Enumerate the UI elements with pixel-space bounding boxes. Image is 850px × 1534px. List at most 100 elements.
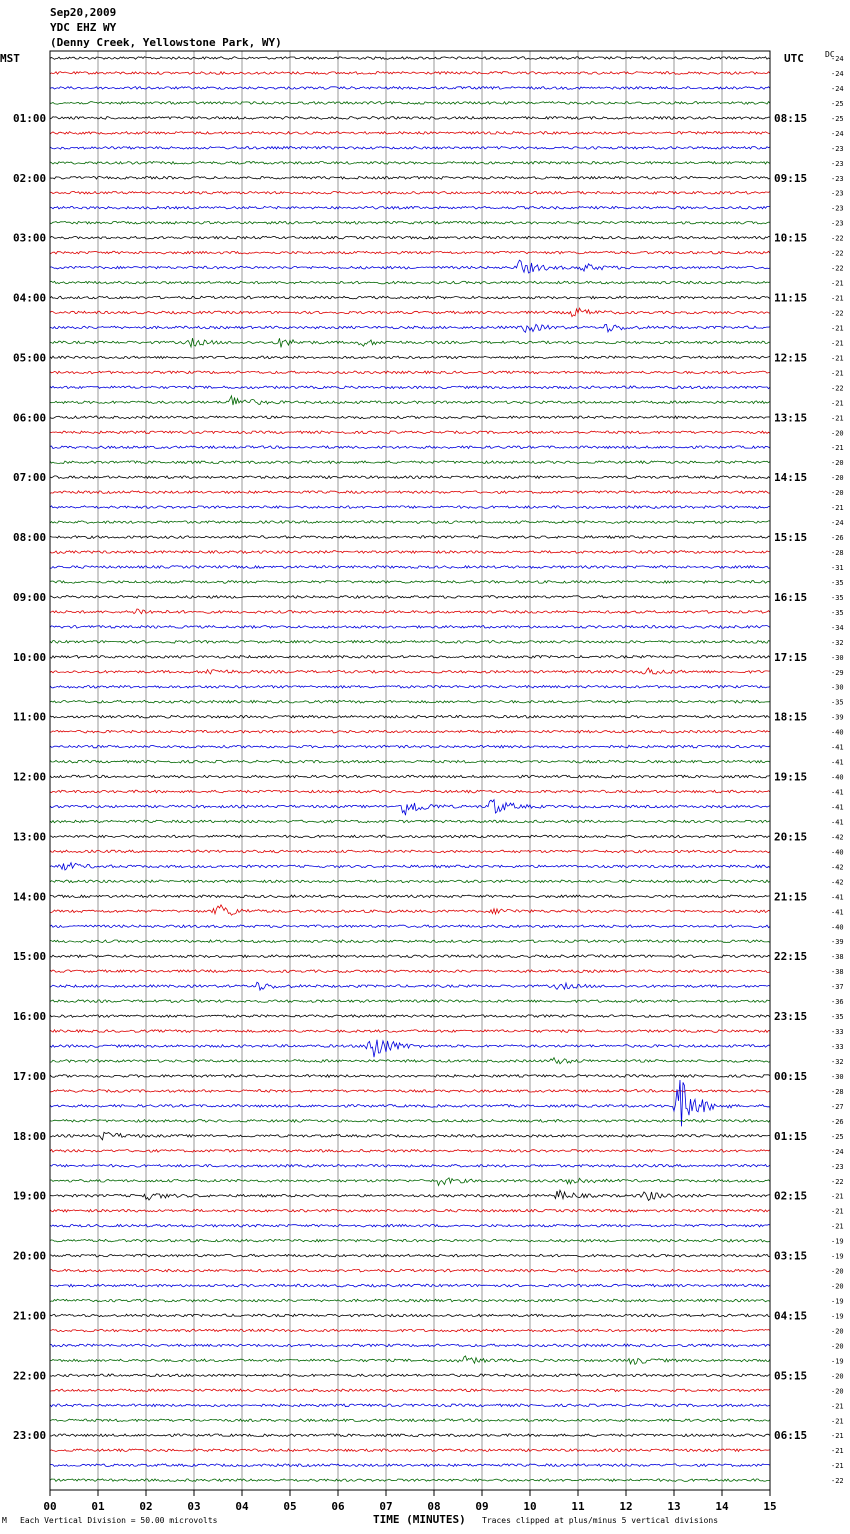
trace-76 [49, 1189, 771, 1202]
dc-offset-label: -41 [831, 804, 844, 812]
trace-12 [49, 235, 771, 240]
dc-offset-label: -35 [831, 579, 844, 587]
x-tick-label: 08 [427, 1500, 440, 1513]
right-hour-label: 04:15 [774, 1309, 807, 1322]
dc-offset-label: -42 [831, 833, 844, 841]
dc-offset-label: -40 [831, 774, 844, 782]
trace-59 [49, 939, 771, 944]
dc-offset-label: -37 [831, 983, 844, 991]
left-hour-label: 05:00 [13, 351, 46, 364]
right-hour-label: 23:15 [774, 1010, 807, 1023]
dc-offset-label: -20 [831, 1283, 844, 1291]
trace-15 [49, 280, 771, 285]
dc-offset-label: -19 [831, 1357, 844, 1365]
right-hour-label: 10:15 [774, 232, 807, 245]
dc-offset-label: -21 [831, 1462, 844, 1470]
trace-42 [49, 684, 771, 689]
dc-offset-label: -24 [831, 130, 844, 138]
left-hour-label: 14:00 [13, 890, 46, 903]
dc-offset-label: -22 [831, 265, 844, 273]
trace-48 [49, 774, 771, 779]
trace-29 [49, 490, 771, 495]
trace-39 [49, 639, 771, 644]
right-hour-label: 13:15 [774, 411, 807, 424]
trace-68 [49, 1073, 771, 1079]
trace-74 [49, 1163, 771, 1168]
x-tick-label: 01 [91, 1500, 105, 1513]
trace-51 [49, 819, 771, 824]
seismogram-traces [49, 56, 771, 1483]
x-tick-label: 03 [187, 1500, 200, 1513]
dc-offset-label: -21 [831, 354, 844, 362]
dc-offset-label: -30 [831, 684, 844, 692]
trace-46 [49, 744, 771, 749]
x-tick-label: 06 [331, 1500, 345, 1513]
dc-offset-label: -21 [831, 504, 844, 512]
dc-offset-label: -22 [831, 1178, 844, 1186]
dc-offset-label: -35 [831, 609, 844, 617]
header-date: Sep20,2009 [50, 6, 116, 19]
dc-offset-label: -35 [831, 699, 844, 707]
x-tick-label: 02 [139, 1500, 152, 1513]
trace-20 [49, 355, 771, 360]
left-hour-label: 09:00 [13, 591, 46, 604]
trace-2 [49, 85, 771, 90]
dc-offset-label: -32 [831, 639, 844, 647]
dc-offset-label: -23 [831, 190, 844, 198]
dc-offset-label: -21 [831, 399, 844, 407]
trace-57 [49, 904, 771, 916]
trace-37 [49, 608, 771, 615]
trace-75 [50, 1177, 771, 1187]
dc-offset-label: -21 [831, 1208, 844, 1216]
dc-offset-label: -42 [831, 878, 844, 886]
header-station: YDC EHZ WY [50, 21, 117, 34]
dc-offset-label: -35 [831, 1013, 844, 1021]
footer-mark: M [2, 1516, 7, 1525]
right-hour-label: 17:15 [774, 651, 807, 664]
trace-1 [49, 70, 771, 75]
dc-offset-label: -25 [831, 115, 844, 123]
trace-13 [49, 250, 771, 255]
dc-offset-label: -20 [831, 459, 844, 467]
trace-93 [49, 1448, 771, 1453]
trace-67 [49, 1056, 771, 1065]
dc-offset-label: -39 [831, 714, 844, 722]
left-hour-label: 21:00 [13, 1309, 46, 1322]
dc-offset-label: -24 [831, 55, 844, 63]
dc-offset-label: -33 [831, 1043, 844, 1051]
x-tick-label: 07 [379, 1500, 392, 1513]
trace-58 [49, 924, 771, 929]
dc-offset-label: -34 [831, 624, 844, 632]
dc-offset-label: -19 [831, 1298, 844, 1306]
dc-offset-label: -24 [831, 85, 844, 93]
dc-offset-label: -19 [831, 1312, 844, 1320]
dc-offset-label: -22 [831, 1477, 844, 1485]
dc-offset-label: -42 [831, 863, 844, 871]
trace-91 [49, 1418, 771, 1423]
trace-0 [49, 56, 771, 60]
right-hour-label: 22:15 [774, 950, 807, 963]
trace-23 [49, 394, 771, 406]
dc-offset-label: -21 [831, 1417, 844, 1425]
dc-offset-label: -20 [831, 1327, 844, 1335]
left-hour-label: 08:00 [13, 531, 46, 544]
dc-offset-label: -22 [831, 235, 844, 243]
dc-offset-label: -23 [831, 160, 844, 168]
right-hour-label: 11:15 [774, 292, 807, 305]
trace-47 [49, 759, 771, 764]
trace-11 [49, 220, 771, 225]
left-hour-label: 07:00 [13, 471, 46, 484]
dc-offset-label: -19 [831, 1238, 844, 1246]
dc-offset-label: -21 [831, 295, 844, 303]
trace-89 [49, 1388, 771, 1393]
trace-49 [49, 789, 771, 794]
dc-offset-label: -23 [831, 220, 844, 228]
dc-offset-label: -20 [831, 489, 844, 497]
dc-offset-label: -35 [831, 594, 844, 602]
trace-50 [49, 798, 771, 816]
dc-offset-label: -21 [831, 1193, 844, 1201]
trace-19 [49, 338, 771, 349]
dc-offset-label: -38 [831, 968, 844, 976]
trace-40 [49, 654, 771, 659]
